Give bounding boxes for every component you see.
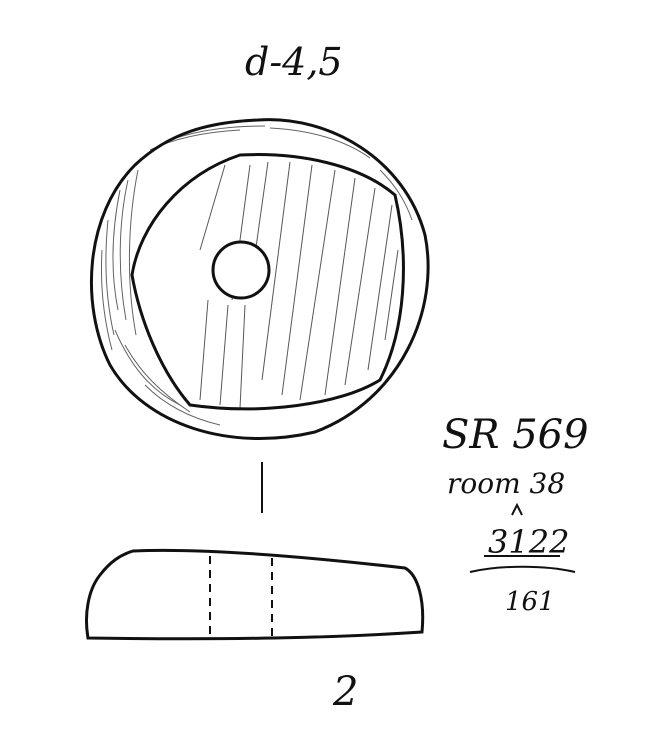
inner-face xyxy=(130,153,405,411)
catalog-label: SR 569 xyxy=(442,412,589,458)
room-label: room 38 xyxy=(447,467,565,500)
central-hole xyxy=(211,240,271,300)
diameter-label: d-4,5 xyxy=(245,40,343,84)
side-profile xyxy=(85,548,425,641)
top-view xyxy=(90,118,430,440)
sub-number: 161 xyxy=(505,587,555,617)
bracket-mark xyxy=(469,565,576,573)
context-number: 3122 xyxy=(488,523,569,561)
rim-shading xyxy=(100,125,413,426)
side-view xyxy=(85,548,425,641)
outer-rim xyxy=(90,118,430,440)
figure-number: 2 xyxy=(332,669,358,715)
face-hatching xyxy=(199,161,399,409)
caret-mark xyxy=(511,502,523,516)
